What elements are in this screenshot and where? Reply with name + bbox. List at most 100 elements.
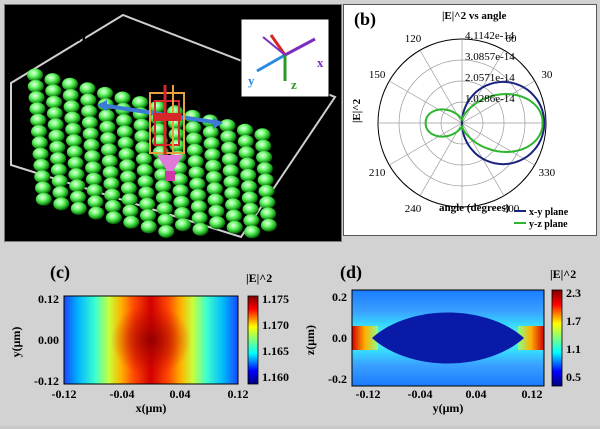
c-cbar-tick-3: 1.160 xyxy=(262,370,289,384)
polar-angle-label-150: 150 xyxy=(369,69,386,81)
sphere xyxy=(81,116,98,130)
sphere xyxy=(255,139,272,153)
sphere xyxy=(44,73,61,87)
dipole-emitter xyxy=(97,85,223,181)
sphere xyxy=(114,91,131,105)
sphere xyxy=(101,154,118,168)
panel-c-label: (c) xyxy=(50,262,70,283)
axis-z-label: z xyxy=(291,77,297,92)
sphere xyxy=(242,202,259,216)
sphere xyxy=(119,159,136,173)
sphere xyxy=(224,186,241,200)
sphere xyxy=(83,138,100,152)
sphere xyxy=(156,202,173,216)
polar-ring-labels: 4.1142e-14 3.0857e-14 2.0571e-14 1.0286e… xyxy=(465,30,515,105)
sphere xyxy=(221,141,238,155)
sphere xyxy=(225,209,242,223)
panel-b-label: (b) xyxy=(354,9,376,30)
polar-angle-label-240: 240 xyxy=(405,203,422,215)
d-cbar-tick-0: 2.3 xyxy=(566,286,581,300)
sphere xyxy=(140,209,156,223)
sphere xyxy=(219,119,236,133)
sphere xyxy=(207,193,224,207)
panel-a-label: (a) xyxy=(65,25,86,46)
sphere xyxy=(226,220,243,234)
sphere xyxy=(157,213,174,227)
sphere xyxy=(100,132,117,146)
polar-angle-label-30: 30 xyxy=(541,69,553,81)
ring-label-3: 3.0857e-14 xyxy=(465,51,515,63)
sphere xyxy=(104,188,121,202)
sphere xyxy=(155,191,172,205)
panel-b-polar-plot: (b) |E|^2 vs angle |E|^2 4.1142e-14 3.08… xyxy=(343,4,597,236)
sphere xyxy=(244,225,261,239)
sphere xyxy=(172,184,189,198)
sphere xyxy=(79,82,96,96)
sphere xyxy=(258,184,275,198)
sphere xyxy=(260,207,277,221)
sphere xyxy=(254,128,271,142)
sphere xyxy=(97,86,113,100)
sphere xyxy=(70,202,87,215)
sphere xyxy=(105,199,121,213)
sphere xyxy=(168,127,185,141)
sphere xyxy=(134,130,151,143)
sphere xyxy=(45,84,62,98)
sphere xyxy=(116,114,133,128)
sphere xyxy=(120,181,137,195)
sphere xyxy=(47,118,64,132)
sphere xyxy=(116,125,133,139)
polar-legend: x-y plane y-z plane xyxy=(514,207,569,230)
curve-xy-plane xyxy=(460,80,546,166)
sphere xyxy=(50,152,67,166)
sphere xyxy=(70,190,86,204)
d-colorbar xyxy=(551,289,563,387)
d-ytick-2: -0.2 xyxy=(328,372,347,386)
d-ytick-1: 0.0 xyxy=(332,331,347,345)
ring-label-1: 1.0286e-14 xyxy=(465,93,515,105)
sphere xyxy=(51,174,68,188)
sphere xyxy=(237,135,254,148)
ring-label-4: 4.1142e-14 xyxy=(465,30,515,42)
c-xtick-3: 0.12 xyxy=(228,387,249,401)
sphere xyxy=(121,193,138,207)
sphere xyxy=(99,120,116,134)
sphere xyxy=(35,181,51,195)
sphere xyxy=(204,148,221,162)
c-ytick-2: -0.12 xyxy=(34,374,59,388)
sphere xyxy=(237,123,253,137)
sphere xyxy=(46,95,63,109)
sphere xyxy=(135,141,152,155)
sphere xyxy=(52,186,69,200)
sphere xyxy=(259,196,276,210)
sphere xyxy=(190,189,207,202)
sphere xyxy=(132,96,148,110)
sphere xyxy=(102,166,119,179)
sphere xyxy=(191,211,208,225)
c-xtick-1: -0.04 xyxy=(110,387,135,401)
sphere xyxy=(187,155,204,169)
substrate-outline xyxy=(10,13,337,239)
sphere xyxy=(185,121,202,135)
c-xlabel: x(μm) xyxy=(136,401,167,415)
sphere xyxy=(209,216,226,230)
sphere xyxy=(189,177,206,191)
sphere xyxy=(87,195,104,209)
sphere xyxy=(222,164,239,178)
sphere xyxy=(33,158,50,172)
sphere xyxy=(223,175,240,189)
c-ytick-1: 0.00 xyxy=(38,333,59,347)
sphere xyxy=(155,179,172,193)
d-xlabel: y(μm) xyxy=(433,401,464,415)
d-cbar-tick-1: 1.7 xyxy=(566,314,581,328)
sphere xyxy=(48,129,65,143)
sphere xyxy=(137,175,154,189)
axis-x-label: x xyxy=(317,55,324,70)
sphere xyxy=(62,89,79,102)
sphere xyxy=(28,91,45,105)
c-cbar-title: |E|^2 xyxy=(246,271,272,285)
sphere xyxy=(175,218,191,232)
sphere xyxy=(49,140,66,154)
sphere xyxy=(82,127,99,141)
